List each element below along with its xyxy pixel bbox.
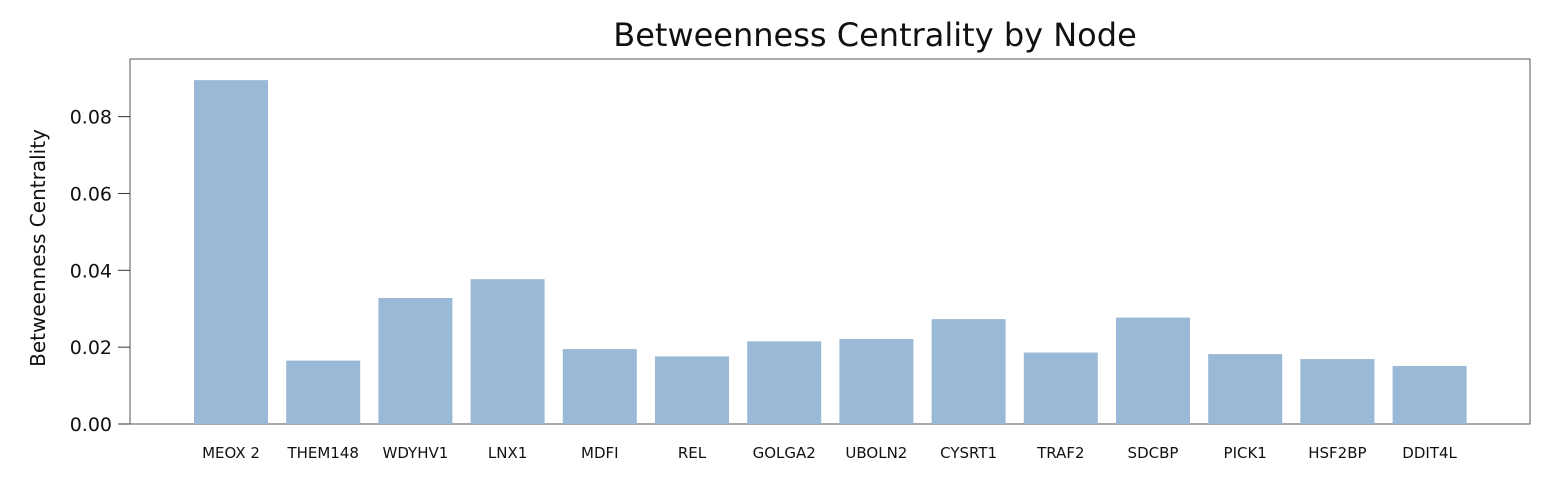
y-tick-label: 0.02 xyxy=(70,337,112,359)
bar xyxy=(194,80,268,424)
bar xyxy=(1208,354,1283,424)
x-tick-label: LNX1 xyxy=(488,444,527,462)
y-tick-label: 0.08 xyxy=(70,107,112,129)
x-tick-label: DDIT4L xyxy=(1402,444,1457,462)
bar xyxy=(1116,317,1190,424)
bar xyxy=(1392,365,1467,424)
bar xyxy=(470,279,545,424)
y-axis-label: Betweenness Centrality xyxy=(26,129,50,367)
bar xyxy=(1300,359,1375,424)
bars-group xyxy=(194,80,1467,424)
y-tick-label: 0.06 xyxy=(70,183,112,205)
x-tick-label: HSF2BP xyxy=(1308,444,1366,462)
y-tick-label: 0.00 xyxy=(70,414,112,436)
bar xyxy=(839,339,914,424)
x-tick-label: MEOX 2 xyxy=(202,444,260,462)
bar xyxy=(286,360,361,424)
bar xyxy=(655,356,729,424)
y-axis: 0.00 0.02 0.04 0.06 0.08 xyxy=(70,107,130,436)
bar xyxy=(931,319,1006,424)
x-tick-label: THEM148 xyxy=(286,444,359,462)
x-tick-label: UBOLN2 xyxy=(845,444,907,462)
x-axis: MEOX 2 THEM148 WDYHV1 LNX1 MDFI REL GOLGA2 UBOL… xyxy=(202,444,1457,462)
bar xyxy=(562,349,637,424)
bar xyxy=(378,297,453,424)
x-tick-label: TRAF2 xyxy=(1036,444,1084,462)
bar xyxy=(1023,352,1098,424)
plot-area-frame xyxy=(129,58,1531,425)
y-tick-label: 0.04 xyxy=(70,260,112,282)
x-tick-label: REL xyxy=(678,444,707,462)
x-tick-label: GOLGA2 xyxy=(753,444,816,462)
bar xyxy=(747,341,822,424)
x-tick-label: PICK1 xyxy=(1224,444,1267,462)
x-tick-label: WDYHV1 xyxy=(382,444,448,462)
x-tick-label: SDCBP xyxy=(1128,444,1179,462)
x-tick-label: MDFI xyxy=(581,444,619,462)
chart-title: Betweenness Centrality by Node xyxy=(613,16,1137,54)
x-tick-label: CYSRT1 xyxy=(940,444,997,462)
